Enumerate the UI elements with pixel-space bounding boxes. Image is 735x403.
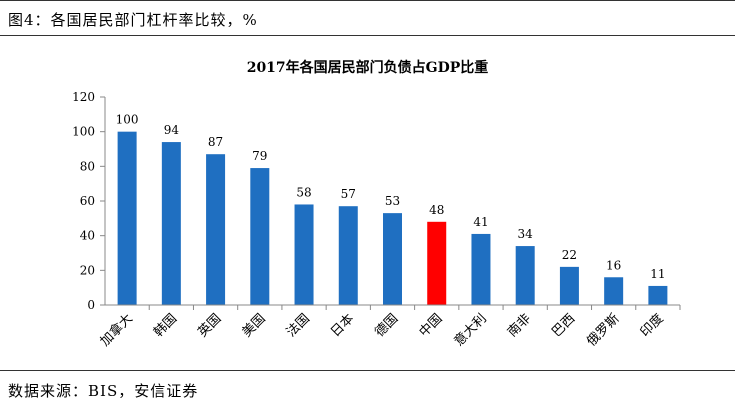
category-label: 印度 [637, 311, 667, 341]
category-label: 中国 [417, 311, 446, 340]
y-tick-label: 40 [80, 229, 95, 243]
data-label: 57 [341, 187, 356, 201]
bar [161, 142, 181, 305]
bar [471, 233, 491, 305]
bar [515, 246, 535, 305]
category-label: 南非 [504, 311, 534, 341]
category-label: 韩国 [151, 311, 180, 340]
category-label: 英国 [195, 311, 224, 340]
bar [338, 206, 358, 305]
y-tick-label: 120 [72, 90, 95, 104]
figure-footer: 数据来源：BIS，安信证券 [0, 370, 735, 403]
category-label: 意大利 [451, 311, 490, 350]
data-label: 79 [252, 149, 267, 163]
y-tick-label: 60 [80, 194, 95, 208]
x-axis: 加拿大 韩国 英国 美国 法国 日本 德国 中国 意大利 南非 巴西 俄罗斯 印度 [97, 304, 681, 350]
category-label: 法国 [284, 311, 313, 340]
bar [559, 266, 579, 305]
category-label: 加拿大 [97, 311, 136, 350]
data-label: 16 [606, 258, 621, 272]
chart-title: 2017年各国居民部门负债占GDP比重 [246, 60, 489, 76]
category-label: 美国 [240, 311, 269, 340]
data-label: 22 [562, 248, 577, 262]
category-label: 俄罗斯 [584, 311, 622, 349]
bar [427, 221, 447, 305]
bar [117, 131, 137, 305]
category-label: 日本 [328, 311, 357, 340]
data-label: 11 [650, 267, 665, 281]
y-tick-label: 100 [72, 125, 95, 139]
y-tick-label: 0 [87, 298, 95, 312]
figure-header: 图4：各国居民部门杠杆率比较，% [0, 0, 735, 36]
bar [250, 168, 270, 305]
bar [604, 277, 624, 305]
bar [206, 154, 226, 305]
y-tick-label: 80 [80, 159, 95, 173]
y-tick-label: 20 [80, 263, 95, 277]
data-label: 100 [116, 113, 139, 127]
data-label: 53 [385, 194, 400, 208]
data-label: 87 [208, 135, 223, 149]
data-label: 58 [296, 185, 311, 199]
category-label: 巴西 [549, 311, 578, 340]
data-source: 数据来源：BIS，安信证券 [8, 382, 199, 400]
data-label: 48 [429, 203, 444, 217]
bar [648, 285, 668, 305]
figure-label: 图4：各国居民部门杠杆率比较，% [8, 11, 258, 29]
bar-series: 100 94 87 79 58 57 53 48 41 34 22 16 11 [116, 113, 668, 305]
y-axis: 0 20 40 60 80 100 120 [72, 90, 106, 312]
data-label: 34 [518, 227, 534, 241]
category-label: 德国 [372, 311, 401, 340]
data-label: 94 [164, 123, 180, 137]
bar [294, 204, 314, 305]
bar [383, 213, 402, 305]
data-label: 41 [473, 215, 488, 229]
